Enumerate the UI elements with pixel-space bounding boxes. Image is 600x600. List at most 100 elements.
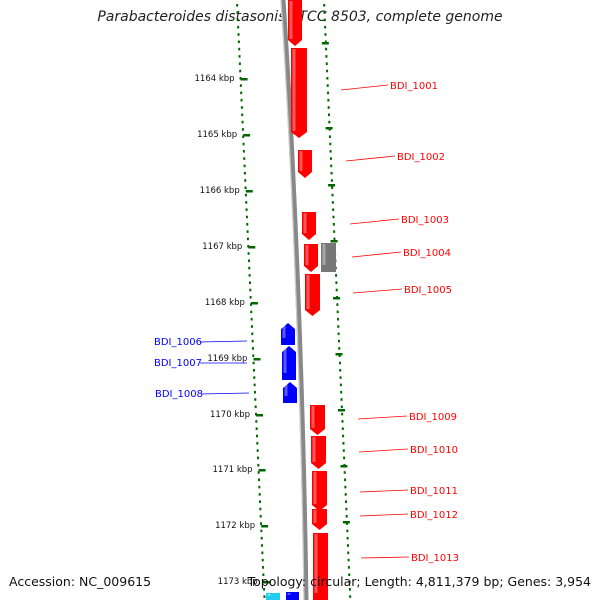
tick-dot (340, 405, 343, 409)
gene-arrow[interactable] (288, 0, 302, 46)
gene-label[interactable]: BDI_1011 (410, 486, 458, 497)
gene-arrow[interactable] (312, 471, 327, 511)
tick-dot (330, 171, 333, 175)
gene-shading (287, 593, 291, 595)
tick-dot (259, 500, 262, 503)
tick-dot (252, 354, 255, 357)
gene-label[interactable]: BDI_1010 (410, 445, 458, 456)
tick-dash (240, 78, 248, 81)
tick-dot (260, 536, 263, 540)
tick-dot (236, 4, 239, 7)
axis-tick-label: 1173 kbp (218, 577, 258, 587)
gene-arrow[interactable] (281, 323, 295, 345)
gene-arrow[interactable] (312, 509, 327, 530)
tick-dot (246, 237, 249, 241)
tick-dot (251, 339, 254, 343)
tick-dot (327, 91, 330, 95)
tick-dot (260, 522, 263, 525)
tick-dash (261, 525, 269, 528)
tick-dot (327, 113, 330, 117)
tick-dot (327, 98, 330, 102)
axis-tick-label: 1171 kbp (213, 465, 253, 475)
gene-shading (314, 534, 318, 593)
gene-label[interactable]: BDI_1009 (409, 412, 457, 423)
tick-dot (243, 171, 246, 175)
gene-arrow[interactable] (291, 48, 307, 138)
gene-label[interactable]: BDI_1005 (404, 285, 452, 296)
tick-dash (335, 353, 343, 356)
gene-arrow[interactable] (302, 212, 316, 240)
tick-dot (332, 208, 335, 211)
gene-shading (267, 594, 271, 596)
gene-label[interactable]: BDI_1008 (155, 389, 203, 400)
gene-label[interactable]: BDI_1006 (154, 337, 202, 348)
tick-dash (263, 581, 271, 584)
tick-dot (245, 201, 248, 204)
genome-backbone (280, 0, 309, 600)
tick-dot (347, 551, 350, 555)
gene-label[interactable]: BDI_1002 (397, 152, 445, 163)
tick-dot (250, 317, 253, 321)
gene-shading (311, 406, 315, 428)
tick-dot (245, 208, 248, 211)
tick-dot (242, 142, 245, 146)
tick-dot (250, 310, 253, 314)
tick-dash (250, 302, 258, 305)
tick-dot (338, 354, 341, 357)
tick-dot (239, 77, 242, 80)
tick-dash (333, 297, 341, 300)
tick-dot (337, 332, 340, 336)
gene-shading (283, 347, 287, 373)
tick-dot (333, 230, 336, 233)
axis-tick-label: 1169 kbp (207, 354, 247, 364)
gene-label[interactable]: BDI_1013 (411, 553, 459, 564)
gene-arrow[interactable] (305, 274, 320, 316)
tick-dash (328, 184, 336, 187)
tick-dot (246, 223, 249, 226)
gene-label[interactable]: BDI_1012 (410, 510, 458, 521)
tick-dot (342, 449, 345, 452)
tick-dot (259, 507, 262, 511)
gene-label[interactable]: BDI_1004 (403, 248, 451, 259)
gene-arrow[interactable] (310, 405, 325, 435)
gene-arrow[interactable] (282, 346, 296, 380)
gene-arrow[interactable] (313, 533, 328, 600)
tick-dot (329, 142, 332, 146)
tick-dot (325, 47, 328, 51)
tick-dot (345, 507, 348, 511)
tick-dot (245, 215, 248, 219)
tick-dot (261, 558, 264, 562)
gene-arrow[interactable] (298, 150, 312, 178)
gene-shading (282, 324, 286, 338)
tick-dot (246, 230, 249, 233)
tick-dot (236, 11, 239, 14)
tick-dot (240, 91, 243, 95)
tick-dot (262, 566, 265, 569)
tick-dash (337, 409, 345, 412)
tick-dot (348, 573, 351, 576)
tick-dashes (240, 42, 350, 584)
gene-arrow[interactable] (266, 593, 280, 600)
tick-dot (253, 376, 256, 379)
gene-arrow[interactable] (311, 436, 326, 469)
gene-shading (306, 275, 310, 309)
gene-arrow[interactable] (286, 592, 299, 600)
tick-dot (335, 281, 338, 284)
tick-dot (324, 25, 327, 29)
gene-label[interactable]: BDI_1001 (390, 81, 438, 92)
gene-label[interactable]: BDI_1007 (154, 358, 202, 369)
backbone-highlight (280, 0, 305, 600)
tick-dot (328, 120, 331, 124)
tick-dot (242, 150, 245, 153)
tick-dot (248, 266, 251, 270)
gene-label[interactable]: BDI_1003 (401, 215, 449, 226)
tick-dot (331, 186, 334, 190)
tick-dot (263, 588, 266, 591)
tick-dot (243, 164, 246, 168)
gene-shading (313, 510, 317, 523)
gene-leader-line (200, 392, 250, 395)
gene-arrow[interactable] (304, 244, 318, 272)
gene-arrow[interactable] (321, 243, 336, 272)
gene-arrow[interactable] (283, 382, 297, 403)
